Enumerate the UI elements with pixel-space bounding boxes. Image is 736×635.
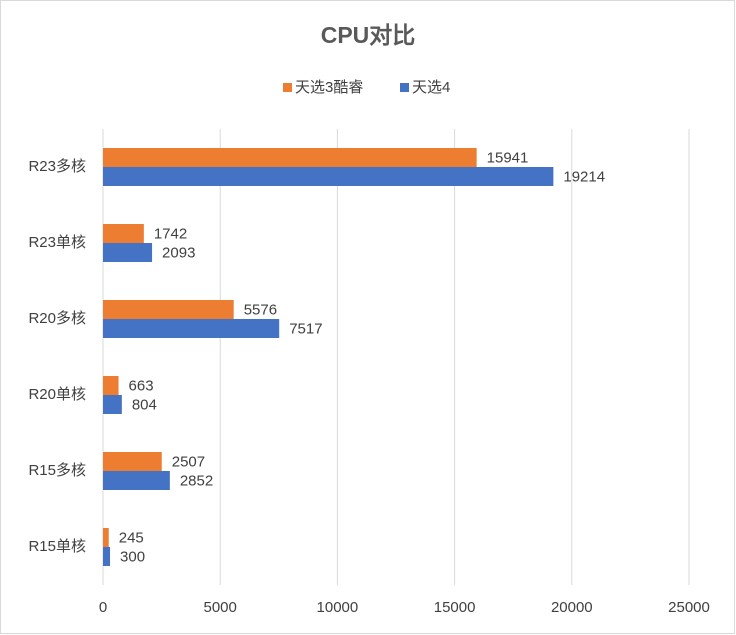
y-tick-label: R20单核 — [28, 386, 86, 403]
bar — [103, 471, 170, 490]
data-label: 19214 — [563, 168, 605, 185]
y-tick-label: R15单核 — [28, 538, 86, 555]
x-tick-label: 25000 — [668, 599, 710, 616]
data-label: 5576 — [244, 301, 277, 318]
data-label: 804 — [132, 396, 157, 413]
bar — [103, 376, 119, 395]
legend-label: 天选4 — [412, 79, 450, 96]
data-label: 663 — [129, 377, 154, 394]
x-tick-label: 20000 — [551, 599, 593, 616]
data-label: 1742 — [154, 225, 187, 242]
bar — [103, 319, 280, 338]
y-tick-label: R23单核 — [28, 234, 86, 251]
data-label: 2093 — [162, 244, 195, 261]
bar — [103, 528, 109, 547]
x-tick-label: 15000 — [434, 599, 476, 616]
bar — [103, 395, 122, 414]
y-tick-label: R20多核 — [28, 310, 86, 327]
bar — [103, 243, 153, 262]
bar — [103, 224, 144, 243]
data-label: 300 — [120, 548, 145, 565]
data-label: 2852 — [180, 472, 213, 489]
data-label: 2507 — [172, 453, 205, 470]
legend-swatch — [283, 83, 292, 92]
bar — [103, 547, 111, 566]
y-tick-label: R15多核 — [28, 462, 86, 479]
bar — [103, 148, 477, 167]
x-tick-label: 0 — [99, 599, 107, 616]
bar — [103, 452, 162, 471]
y-tick-label: R23多核 — [28, 158, 86, 175]
legend-label: 天选3酷睿 — [295, 79, 363, 96]
x-tick-label: 5000 — [204, 599, 237, 616]
data-label: 15941 — [487, 149, 529, 166]
legend-swatch — [400, 83, 409, 92]
chart-title: CPU对比 — [321, 22, 416, 48]
bar — [103, 300, 234, 319]
data-label: 245 — [119, 529, 144, 546]
x-tick-label: 10000 — [317, 599, 359, 616]
bar — [103, 167, 554, 186]
data-label: 7517 — [289, 320, 322, 337]
